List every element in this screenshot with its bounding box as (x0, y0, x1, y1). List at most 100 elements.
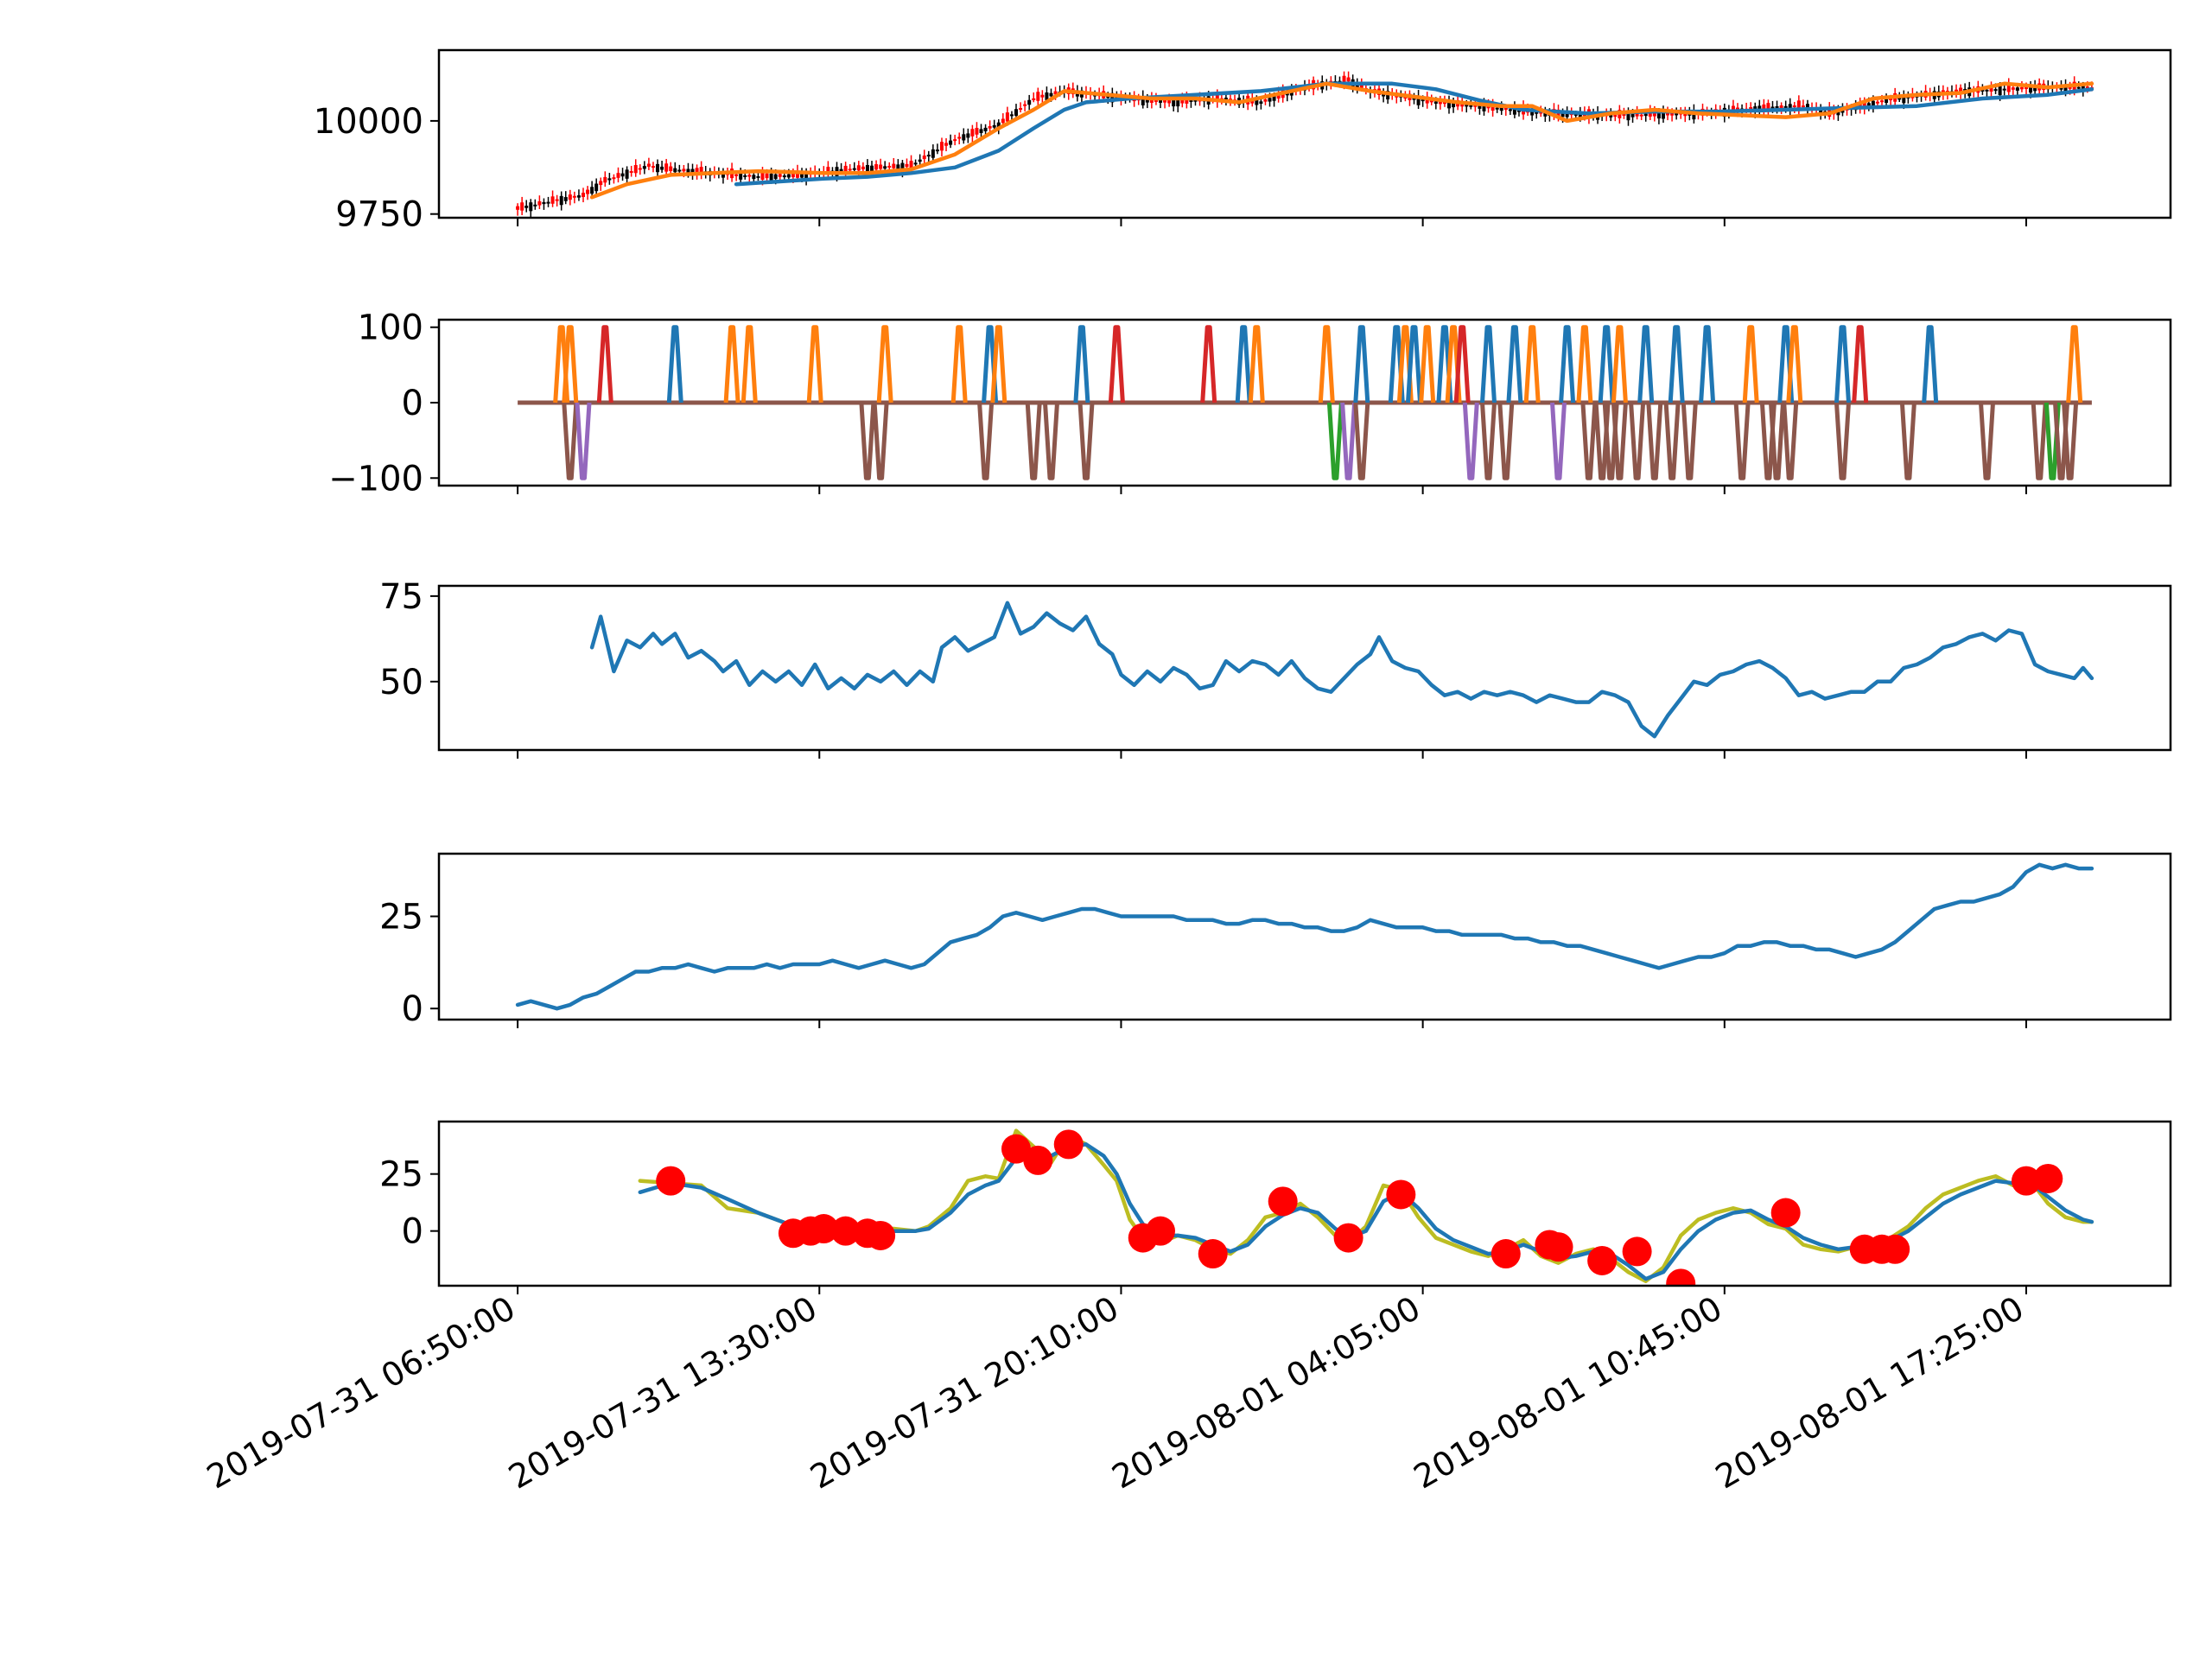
candle-body (1499, 106, 1503, 111)
x-tick-label: 2019-07-31 13:30:00 (502, 1289, 823, 1497)
candle-body (782, 175, 786, 178)
candle-body (778, 174, 782, 177)
candle-body (638, 168, 642, 170)
pattern-spike (1353, 325, 1370, 404)
candle-body (1661, 111, 1665, 119)
candle-body (949, 140, 953, 145)
candle-body (599, 181, 603, 186)
y-tick-label: 9750 (335, 195, 423, 235)
candle-body (2085, 86, 2089, 89)
axes-frame (437, 1120, 2172, 1287)
candle-body (582, 193, 585, 197)
pattern-spike (859, 402, 876, 480)
pattern-spike (741, 325, 758, 404)
candle-body (1433, 101, 1438, 105)
series-line-0 (589, 601, 2094, 739)
candle-body (1796, 100, 1801, 111)
candle-body (1666, 111, 1670, 116)
candle-body (1783, 105, 1788, 109)
candle-body (1359, 84, 1363, 88)
candle-body (752, 175, 756, 180)
pattern-spike (575, 402, 592, 480)
pattern-spike (1480, 402, 1497, 480)
candle-body (682, 168, 686, 172)
candle-body (629, 171, 633, 174)
oscillator-panel: 75 50 (379, 577, 2172, 759)
candle-body (1902, 94, 1906, 104)
candle-body (1560, 111, 1565, 118)
pattern-spike (872, 402, 889, 480)
candle-body (1609, 114, 1613, 118)
candle-body (1993, 89, 1998, 92)
candle-body (1762, 104, 1766, 111)
candle-body (734, 174, 739, 176)
candle-body (1009, 114, 1014, 117)
candle-body (1027, 99, 1032, 105)
pattern-spike (666, 325, 683, 404)
signal-marker (1770, 1198, 1801, 1228)
candle-body (664, 163, 669, 172)
candle-body (1036, 92, 1040, 101)
candle-body (2011, 87, 2015, 90)
candle-body (1543, 111, 1548, 117)
candle-body (1145, 99, 1149, 103)
plot-area (515, 862, 2094, 1011)
signal-marker (1146, 1216, 1175, 1246)
candle-body (1516, 110, 1521, 112)
candle-body (905, 163, 909, 168)
candle-body (2024, 86, 2028, 89)
candle-body (2033, 86, 2037, 92)
plot-area (516, 71, 2094, 218)
pattern-spike (1580, 402, 1598, 480)
candle-body (1495, 107, 1499, 110)
candle-body (1019, 108, 1023, 111)
pattern-spike (2062, 402, 2079, 480)
candle-body (1989, 86, 1993, 92)
candle-body (1643, 113, 1648, 117)
pattern-spike (1576, 325, 1593, 404)
plot-area (518, 325, 2092, 480)
candle-body (856, 165, 861, 171)
candle-body (669, 166, 673, 171)
candle-body (1578, 112, 1582, 118)
candle-body (603, 176, 607, 183)
candle-body (568, 194, 572, 200)
candle-body (1779, 105, 1783, 109)
series-line-1 (589, 81, 2094, 200)
candle-body (1613, 115, 1618, 118)
candle-body (1172, 99, 1176, 107)
candle-body (944, 143, 949, 146)
candle-body (537, 200, 542, 206)
candle-body (1959, 87, 1963, 93)
candle-body (1447, 100, 1451, 109)
candle-body (848, 168, 852, 171)
pattern-spike (1559, 325, 1576, 404)
axes-frame (437, 852, 2172, 1021)
candle-body (677, 169, 682, 172)
candle-body (988, 125, 992, 129)
candle-body (576, 195, 581, 198)
candle-body (887, 165, 892, 168)
x-tick-label: 2019-08-01 17:25:00 (1709, 1289, 2031, 1497)
candle-body (826, 167, 830, 175)
candle-body (1871, 100, 1875, 108)
candle-body (2002, 88, 2006, 91)
candle-body (1985, 89, 1989, 92)
candle-body (633, 165, 638, 174)
candle-body (839, 168, 843, 172)
candle-body (1421, 99, 1425, 102)
pattern-spike (1699, 325, 1716, 404)
trend-panel: 25 0 (379, 852, 2172, 1029)
candle-body (673, 168, 677, 173)
pattern-spike (1043, 402, 1059, 480)
candle-body (1416, 95, 1421, 105)
candle-body (1163, 99, 1167, 103)
candle-body (756, 175, 760, 178)
pattern-spike (1979, 402, 1995, 480)
candle-body (542, 201, 546, 205)
x-tick-label: 2019-08-01 04:05:00 (1106, 1289, 1427, 1497)
candle-body (1001, 118, 1005, 124)
pattern-spike (1077, 402, 1095, 480)
candle-body (769, 173, 773, 181)
pattern-spike (2066, 325, 2083, 404)
